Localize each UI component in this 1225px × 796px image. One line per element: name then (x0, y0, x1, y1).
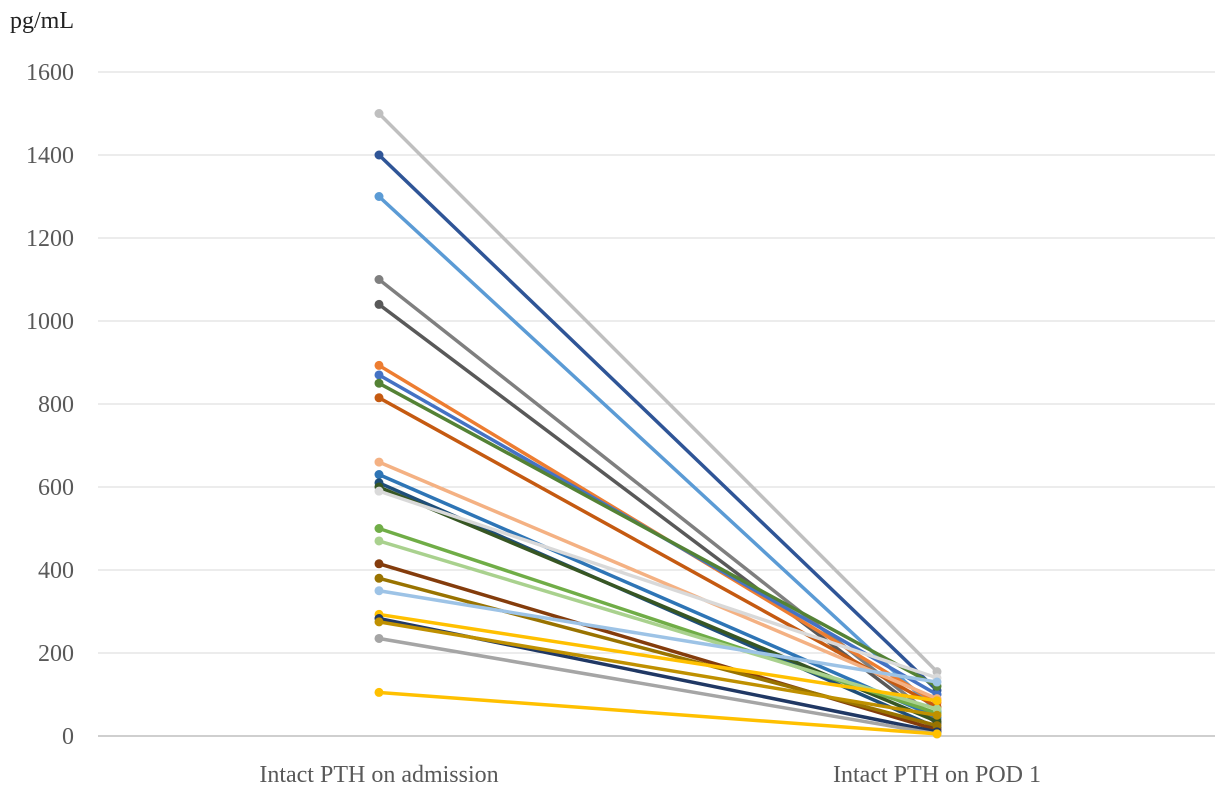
data-point (374, 378, 384, 388)
series-line (377, 111, 939, 674)
y-tick-labels: 0 200 400 600 800 1000 1200 1400 1600 (26, 60, 74, 750)
data-point (932, 667, 942, 677)
data-point (374, 524, 384, 533)
series-line (377, 153, 939, 693)
y-tick-label: 400 (38, 558, 74, 584)
series-line (377, 612, 939, 703)
data-point (374, 559, 384, 569)
y-tick-label: 800 (38, 392, 74, 418)
series-line (377, 396, 939, 709)
y-tick-label: 0 (62, 724, 74, 750)
data-point (374, 617, 384, 627)
series-line (377, 589, 939, 684)
data-point (932, 696, 942, 706)
data-point (374, 360, 384, 370)
data-point (374, 470, 384, 480)
x-tick-label: Intact PTH on POD 1 (833, 762, 1041, 788)
data-point (374, 457, 384, 467)
series-line (377, 539, 939, 711)
series-line (377, 381, 939, 688)
data-point (374, 633, 384, 643)
data-point (374, 536, 384, 546)
data-point (374, 192, 384, 201)
data-point (374, 275, 384, 284)
y-unit-label: pg/mL (10, 8, 74, 34)
series-21 (374, 617, 942, 720)
data-point (374, 486, 384, 496)
data-point (374, 573, 384, 583)
data-point (374, 109, 384, 118)
data-point (932, 729, 942, 739)
y-tick-label: 1200 (26, 226, 74, 252)
series-line (377, 636, 939, 736)
x-tick-labels: Intact PTH on admission Intact PTH on POD… (259, 762, 1041, 788)
data-point (932, 710, 942, 720)
data-point (374, 393, 384, 403)
series-0 (374, 109, 942, 677)
series-line (377, 472, 939, 720)
series-9 (374, 457, 942, 704)
series-line (377, 194, 939, 713)
series-20 (374, 614, 942, 737)
series-7 (374, 378, 942, 691)
series-18 (374, 586, 942, 687)
data-point (932, 721, 942, 731)
series-line (377, 460, 939, 701)
gridlines (98, 71, 1215, 737)
series-line (377, 489, 939, 680)
y-tick-label: 1000 (26, 309, 74, 335)
series-group (374, 109, 942, 739)
series-line (377, 620, 939, 717)
data-point (932, 704, 942, 714)
y-tick-label: 1400 (26, 143, 74, 169)
y-tick-label: 1600 (26, 60, 74, 86)
y-tick-label: 200 (38, 641, 74, 667)
data-point (374, 299, 384, 309)
x-tick-label: Intact PTH on admission (259, 762, 498, 788)
data-point (374, 687, 384, 697)
data-point (374, 370, 384, 380)
data-point (374, 150, 384, 160)
data-point (374, 586, 384, 596)
series-line (377, 690, 939, 736)
y-tick-label: 600 (38, 475, 74, 501)
series-15 (374, 536, 942, 714)
series-23 (374, 687, 942, 739)
data-point (932, 677, 942, 687)
